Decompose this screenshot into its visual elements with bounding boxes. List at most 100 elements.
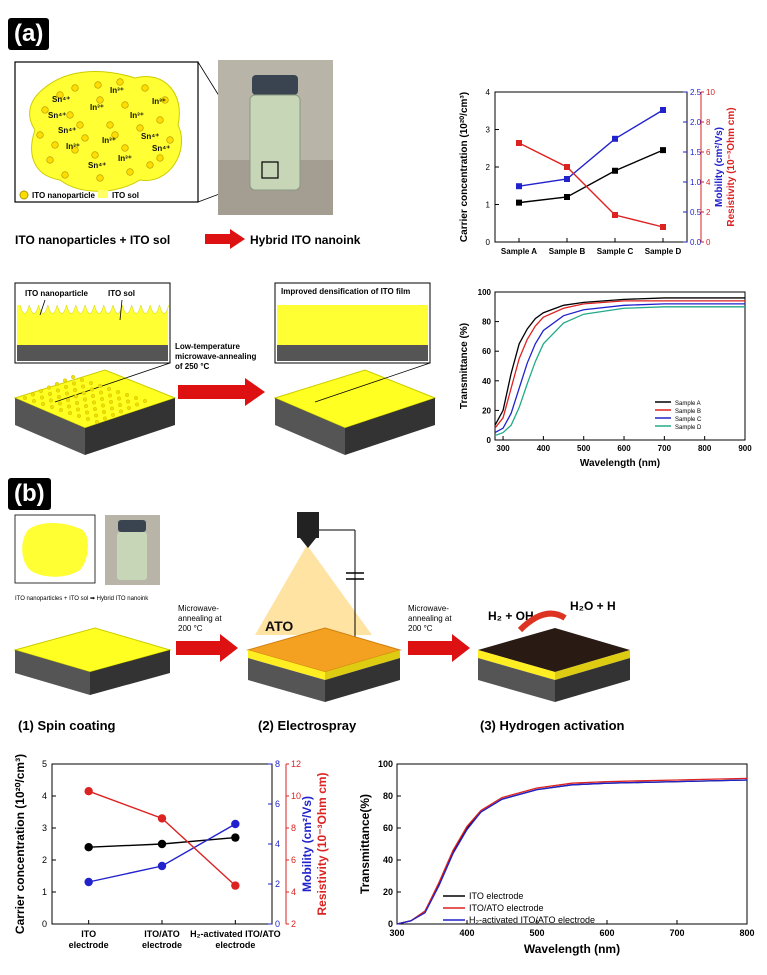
y3-tick-label: 6 xyxy=(291,855,296,865)
series-line-left xyxy=(518,149,664,204)
nanoparticle-dot xyxy=(46,156,54,164)
y2-tick-label: 1.5 xyxy=(690,148,702,157)
nanoparticle-dot xyxy=(51,141,59,149)
y-tick-label: 80 xyxy=(383,791,393,801)
svg-text:annealing at: annealing at xyxy=(178,614,222,623)
y-tick-label: 0 xyxy=(42,919,47,929)
series-line xyxy=(396,779,748,925)
legend-entry: Sample A xyxy=(675,401,701,407)
step2-label: (2) Electrospray xyxy=(258,718,357,733)
data-point-resistivity xyxy=(564,164,570,170)
y-tick-label: 60 xyxy=(383,823,393,833)
svg-text:Sn⁴⁺: Sn⁴⁺ xyxy=(58,126,76,135)
y-tick-label: 2 xyxy=(42,855,47,865)
reaction-curve-icon xyxy=(517,610,567,633)
nanoparticle-dot xyxy=(76,121,84,129)
y-axis-title: Carrier concentration (10²⁰/cm³) xyxy=(459,92,470,242)
x-tick-label: 700 xyxy=(669,928,684,938)
y-tick-label: 100 xyxy=(478,288,492,297)
ion-labels: In³⁺ Sn⁴⁺ In³⁺ In³⁺ In³⁺ Sn⁴⁺ In³⁺ Sn⁴⁺ … xyxy=(48,86,170,170)
nanoparticle-dot xyxy=(71,146,79,154)
x-tick-label: 500 xyxy=(577,444,591,453)
data-point-mobility xyxy=(84,877,93,887)
svg-text:Sn⁴⁺: Sn⁴⁺ xyxy=(141,132,159,141)
x-tick-label: 400 xyxy=(537,444,551,453)
data-point-left xyxy=(516,199,522,206)
svg-text:In³⁺: In³⁺ xyxy=(102,136,116,145)
y-axis-title: Transmittance (%) xyxy=(459,323,470,409)
caption-right: Hybrid ITO nanoink xyxy=(250,233,361,247)
data-point-left xyxy=(84,843,93,852)
svg-text:In³⁺: In³⁺ xyxy=(110,86,124,95)
data-point-resistivity xyxy=(157,814,167,823)
svg-text:In³⁺: In³⁺ xyxy=(130,111,144,120)
nanoparticle-dot xyxy=(161,96,169,104)
chart-a-electrical: 0 1 2 3 4 0.0 0.5 1.0 1.5 2.0 2.5 0 2 4 6 8 10 Sample A Sa… xyxy=(459,88,737,256)
y-tick-label: 40 xyxy=(482,377,491,386)
x-category-label: ITO xyxy=(81,929,96,939)
y3-tick-label: 10 xyxy=(706,88,715,97)
y-tick-label: 3 xyxy=(486,126,491,135)
y-tick-label: 60 xyxy=(482,347,491,356)
svg-text:annealing at: annealing at xyxy=(408,614,452,623)
y-tick-label: 40 xyxy=(383,855,393,865)
nanoparticle-dot xyxy=(111,131,119,139)
step3-label: (3) Hydrogen activation xyxy=(480,718,625,733)
caption-arrow-icon xyxy=(205,229,245,249)
x-category-label: electrode xyxy=(215,940,255,950)
series-line xyxy=(396,779,748,925)
nanoparticle-dot xyxy=(96,174,104,182)
nanoparticle-dot xyxy=(121,101,129,109)
svg-text:In³⁺: In³⁺ xyxy=(90,103,104,112)
y3-tick-label: 10 xyxy=(291,791,301,801)
data-point-mobility xyxy=(612,135,618,142)
nanoparticle-dot xyxy=(71,84,79,92)
nanoparticle-dot xyxy=(61,171,69,179)
arrow-step2-icon xyxy=(408,634,470,662)
nanoparticle-dot xyxy=(96,96,104,104)
x-tick-label: 300 xyxy=(496,444,510,453)
nanoparticle-dot xyxy=(66,111,74,119)
svg-text:200 °C: 200 °C xyxy=(178,624,203,633)
y-tick-label: 4 xyxy=(42,791,47,801)
nanoparticle-dot xyxy=(91,151,99,159)
reaction-left: H₂ + OH xyxy=(488,609,534,623)
series-line xyxy=(494,303,745,434)
y2-tick-label: 2 xyxy=(275,879,280,889)
x-category-label: electrode xyxy=(142,940,182,950)
legend-entry: ITO electrode xyxy=(469,891,523,901)
y2-tick-label: 8 xyxy=(275,759,280,769)
data-point-mobility xyxy=(660,107,666,113)
nanoparticle-dot xyxy=(136,124,144,132)
y3-axis-title: Resistivity (10⁻³Ohm cm) xyxy=(315,772,329,915)
x-category-label: Sample A xyxy=(501,247,537,256)
legend-entry: Sample B xyxy=(675,409,701,415)
x-tick-label: 400 xyxy=(459,928,474,938)
x-category-label: Sample D xyxy=(645,247,682,256)
arrow-step1-icon xyxy=(176,634,238,662)
y3-tick-label: 8 xyxy=(706,118,711,127)
y2-tick-label: 0 xyxy=(275,919,280,929)
x-tick-label: 800 xyxy=(698,444,712,453)
data-point-mobility xyxy=(516,183,522,190)
y2-tick-label: 2.0 xyxy=(690,118,702,127)
svg-text:Sn⁴⁺: Sn⁴⁺ xyxy=(48,111,66,120)
series-line xyxy=(494,300,745,429)
y2-axis-title: Mobility (cm²/Vs) xyxy=(714,127,725,207)
caption-left: ITO nanoparticles + ITO sol xyxy=(15,233,170,247)
y3-tick-label: 4 xyxy=(706,178,711,187)
legend-entry: Sample D xyxy=(675,425,702,431)
process-arrow-icon xyxy=(178,378,265,406)
plot-frame xyxy=(396,763,748,925)
chart-a-transmittance: 0 20 40 60 80 100 300 400 500 600 700 800 900 Wavelen… xyxy=(459,288,752,469)
y-tick-label: 0 xyxy=(486,238,491,247)
data-point-mobility xyxy=(231,819,240,829)
y-axis-title: Carrier concentration (10²⁰/cm³) xyxy=(13,754,27,934)
x-category-label: H₂-activated ITO/ATO xyxy=(190,929,281,939)
svg-text:Microwave-: Microwave- xyxy=(178,604,219,613)
x-tick-label: 500 xyxy=(529,928,544,938)
nanoparticle-dots xyxy=(36,78,174,182)
x-tick-label: 900 xyxy=(738,444,752,453)
svg-text:of 250 °C: of 250 °C xyxy=(175,362,210,371)
y2-axis-title: Mobility (cm²/Vs) xyxy=(300,796,314,892)
